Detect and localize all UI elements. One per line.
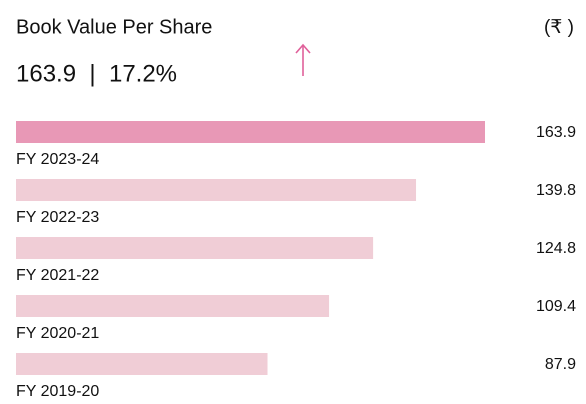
value-label: 163.9 <box>536 124 576 141</box>
category-label: FY 2019-20 <box>16 383 99 400</box>
bar <box>16 179 417 201</box>
value-label: 124.8 <box>536 240 576 257</box>
value-label: 109.4 <box>536 298 576 315</box>
bar <box>16 295 330 317</box>
category-label: FY 2020-21 <box>16 325 99 342</box>
category-label: FY 2022-23 <box>16 209 99 226</box>
bar <box>16 353 268 375</box>
chart-title: Book Value Per Share <box>16 16 212 38</box>
bar <box>16 237 374 259</box>
value-label: 87.9 <box>545 356 576 373</box>
bar <box>16 121 485 143</box>
up-arrow <box>295 43 311 76</box>
unit: (₹ ) <box>544 17 574 38</box>
headline: 163.9 | 17.2% <box>16 60 177 87</box>
value-label: 139.8 <box>536 182 576 199</box>
category-label: FY 2021-22 <box>16 267 99 284</box>
category-label: FY 2023-24 <box>16 151 99 168</box>
